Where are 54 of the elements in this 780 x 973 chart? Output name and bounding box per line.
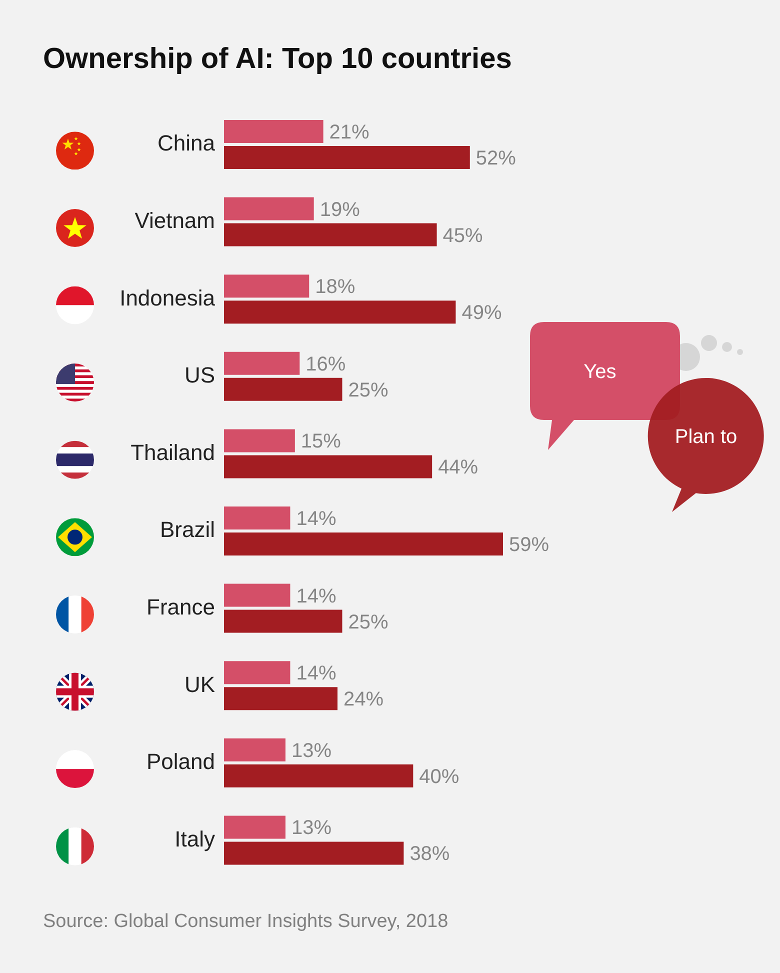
bar [224,455,432,478]
chart-title: Ownership of AI: Top 10 countries [43,43,512,76]
bar [224,197,314,220]
bar [224,610,342,633]
bar [224,584,290,607]
data-label: 25% [348,611,388,634]
bar [224,120,324,143]
bar [224,300,456,324]
y-tick-label: Italy [174,826,215,851]
bar [224,223,437,246]
y-tick-label: Indonesia [120,284,216,310]
y-tick-label: France [146,594,215,619]
data-label: 13% [291,740,332,762]
data-label: 25% [348,379,388,402]
data-label: 45% [442,224,484,247]
y-tick-label: Brazil [160,516,215,542]
source-note: Source: Global Consumer Insights Survey, 2018 [43,911,448,933]
y-tick-label: Thailand [130,439,215,464]
bar [224,274,310,298]
data-label: 59% [509,534,550,556]
data-label: 21% [329,122,370,144]
y-tick-label: Poland [146,748,215,774]
data-label: 24% [343,688,384,711]
bar [224,842,404,865]
data-label: 14% [296,585,336,608]
y-tick-label: US [184,362,215,388]
data-label: 13% [291,817,332,840]
bar [224,378,342,401]
data-label: 14% [296,662,336,685]
bar [224,429,295,452]
bar [224,146,470,169]
text: Plan to [674,426,738,448]
y-tick-label: UK [184,671,216,696]
data-label: 14% [296,508,336,530]
bar [224,352,300,375]
data-label: 44% [438,456,478,479]
bar [224,816,286,839]
data-label: 40% [419,766,460,788]
bar [224,506,290,530]
data-label: 52% [476,148,516,170]
data-label: 15% [300,430,342,453]
bar [224,687,338,710]
bar [224,532,503,556]
data-label: 38% [410,843,450,866]
text: Yes [584,361,616,383]
y-tick-label: Vietnam [134,207,215,232]
data-label: 16% [306,353,346,376]
y-tick-label: China [158,130,216,156]
bar [224,764,414,788]
data-label: 49% [462,302,502,324]
bar [224,738,286,762]
data-label: 19% [320,198,360,221]
bar [224,661,290,684]
data-label: 18% [315,276,356,298]
